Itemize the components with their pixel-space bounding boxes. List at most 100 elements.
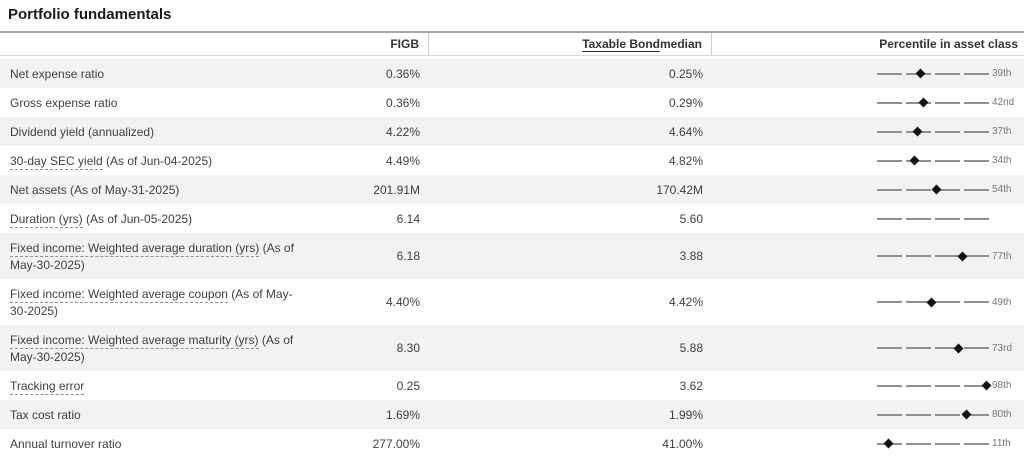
metric-term[interactable]: Fixed income: Weighted average coupon — [10, 287, 228, 304]
metric-label-cell: Fixed income: Weighted average maturity … — [0, 331, 310, 364]
percentile-chart — [877, 153, 989, 169]
quartile-segment — [964, 217, 989, 220]
quartile-segment — [906, 217, 931, 220]
figb-value: 1.69% — [385, 407, 420, 422]
figb-value: 4.22% — [385, 124, 420, 139]
metric-suffix: (As of Jun-05-2025) — [82, 211, 193, 226]
percentile-chart — [877, 378, 992, 394]
taxable-bond-link[interactable]: Taxable Bond — [582, 36, 660, 52]
metric-label-cell: Net expense ratio — [0, 65, 310, 82]
figb-value: 6.18 — [396, 249, 420, 263]
percentile-chart — [877, 182, 989, 198]
quartile-segment — [935, 217, 960, 220]
quartile-track — [877, 301, 989, 303]
table-row: Annual turnover ratio 277.00% 41.00% 11t… — [0, 429, 1024, 458]
median-value: 5.88 — [679, 341, 703, 355]
metric-term[interactable]: Fixed income: Weighted average duration … — [10, 241, 260, 258]
quartile-segment — [877, 301, 902, 303]
figb-value: 4.49% — [385, 153, 420, 168]
quartile-track — [877, 255, 989, 257]
metric-label-cell: Annual turnover ratio — [0, 435, 310, 452]
metric-term[interactable]: Tracking error — [10, 378, 85, 395]
percentile-chart — [877, 211, 989, 227]
header-median-suffix: median — [659, 37, 702, 51]
percentile-chart — [877, 248, 989, 264]
table-row: Gross expense ratio 0.36% 0.29% 42nd — [0, 88, 1024, 117]
table-row: 30-day SEC yield (As of Jun-04-2025) 4.4… — [0, 146, 1024, 175]
percentile-cell: 11th — [712, 429, 1024, 458]
metric-term[interactable]: Fixed income: Weighted average maturity … — [10, 333, 259, 350]
header-metric-col — [0, 33, 310, 55]
metric-label-cell: Net assets (As of May-31-2025) — [0, 181, 310, 198]
quartile-segment — [877, 413, 902, 416]
quartile-segment — [964, 72, 989, 75]
figb-value: 0.36% — [385, 66, 420, 81]
percentile-rank-label: 54th — [992, 184, 1012, 195]
percentile-rank-label: 49th — [992, 296, 1012, 308]
metric-term: Gross expense ratio — [10, 95, 118, 110]
metric-term: Tax cost ratio — [10, 407, 81, 422]
metric-term[interactable]: 30-day SEC yield — [10, 153, 103, 170]
median-value: 0.25% — [668, 66, 703, 81]
metric-term[interactable]: Duration (yrs) — [10, 211, 83, 228]
metric-term: Dividend yield (annualized) — [10, 124, 155, 139]
quartile-segment — [964, 130, 989, 133]
metric-label: Tracking error — [10, 378, 85, 395]
median-value: 1.99% — [668, 407, 703, 422]
quartile-segment — [935, 188, 960, 191]
percentile-marker-icon — [961, 409, 972, 420]
percentile-chart — [877, 66, 989, 82]
table-header: FIGB Taxable Bond median Percentile in a… — [0, 31, 1024, 56]
metric-suffix: (As of May-30-2025) — [10, 333, 294, 364]
figb-value: 0.25 — [396, 378, 420, 393]
quartile-track — [877, 413, 989, 416]
quartile-track — [877, 347, 989, 349]
quartile-segment — [964, 188, 989, 191]
quartile-segment — [935, 413, 960, 416]
percentile-cell: 98th — [712, 371, 1024, 400]
metric-label-cell: Tracking error — [0, 377, 310, 395]
metric-label: Gross expense ratio — [10, 95, 117, 111]
quartile-segment — [906, 255, 931, 257]
quartile-track — [877, 159, 989, 162]
percentile-chart — [877, 407, 989, 423]
median-value: 3.62 — [679, 378, 703, 393]
percentile-cell: 49th — [712, 279, 1024, 325]
percentile-cell: 39th — [712, 59, 1024, 88]
header-figb-col: FIGB — [310, 33, 429, 55]
percentile-rank-label: 98th — [992, 380, 1012, 391]
percentile-rank-label: 34th — [992, 155, 1012, 166]
metric-label: Dividend yield (annualized) — [10, 124, 154, 140]
metric-label: 30-day SEC yield (As of Jun-04-2025) — [10, 153, 212, 170]
quartile-track — [877, 72, 989, 75]
quartile-segment — [964, 413, 989, 416]
percentile-marker-icon — [953, 343, 964, 353]
percentile-rank-label: 42nd — [992, 97, 1015, 108]
percentile-chart — [877, 294, 989, 310]
median-value: 5.60 — [679, 211, 703, 226]
quartile-segment — [964, 384, 989, 387]
quartile-segment — [877, 255, 902, 257]
percentile-marker-icon — [932, 184, 942, 195]
quartile-segment — [906, 413, 931, 416]
figb-value: 4.40% — [385, 295, 420, 309]
quartile-segment — [935, 384, 960, 387]
figb-value: 201.91M — [373, 182, 420, 197]
metric-label: Net assets (As of May-31-2025) — [10, 182, 179, 198]
metric-label-cell: Fixed income: Weighted average duration … — [0, 239, 310, 272]
percentile-rank-label: 80th — [992, 409, 1012, 420]
median-value: 4.82% — [668, 153, 703, 168]
median-value: 0.29% — [668, 95, 703, 110]
quartile-segment — [964, 101, 989, 104]
quartile-segment — [877, 384, 902, 387]
quartile-segment — [877, 130, 902, 133]
quartile-segment — [906, 384, 931, 387]
metric-label: Annual turnover ratio — [10, 436, 121, 452]
metric-label-cell: Tax cost ratio — [0, 406, 310, 423]
metric-label: Fixed income: Weighted average duration … — [10, 240, 302, 272]
percentile-cell: 77th — [712, 233, 1024, 279]
percentile-rank-label: 73rd — [992, 342, 1013, 354]
quartile-segment — [877, 188, 902, 191]
header-percentile-label: Percentile in asset class — [879, 37, 1018, 51]
figb-value: 0.36% — [385, 95, 420, 110]
